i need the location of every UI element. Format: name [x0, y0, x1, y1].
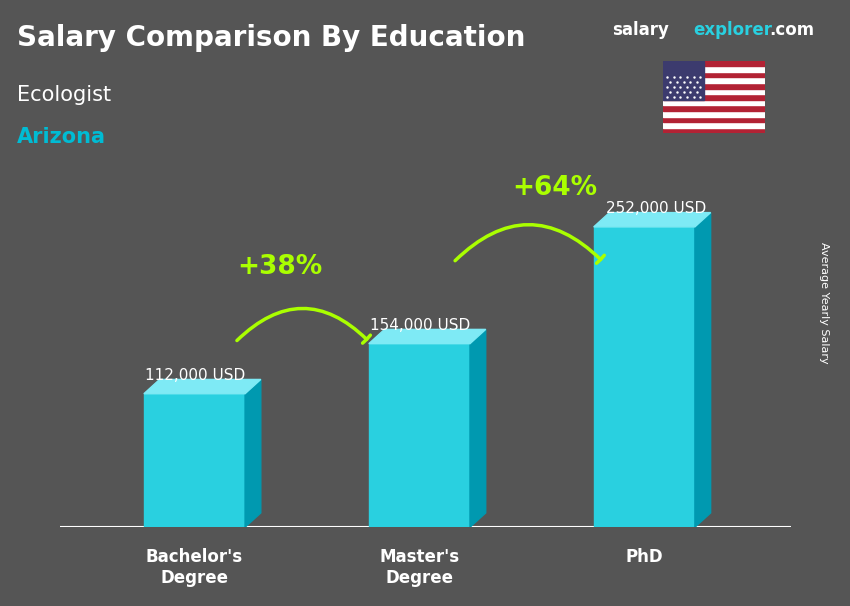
- Text: Arizona: Arizona: [17, 127, 106, 147]
- Bar: [663, 88, 765, 94]
- Bar: [663, 78, 765, 83]
- Bar: [369, 344, 470, 527]
- Text: Ecologist: Ecologist: [17, 85, 111, 105]
- Bar: [663, 100, 765, 105]
- Polygon shape: [369, 330, 485, 344]
- Text: 154,000 USD: 154,000 USD: [370, 318, 470, 333]
- Text: .com: .com: [769, 21, 814, 39]
- Bar: [663, 122, 765, 128]
- Bar: [663, 61, 704, 100]
- Bar: [663, 111, 765, 116]
- Polygon shape: [144, 379, 261, 394]
- Polygon shape: [470, 330, 485, 527]
- Bar: [593, 227, 695, 527]
- Text: +38%: +38%: [237, 255, 322, 281]
- Polygon shape: [695, 213, 711, 527]
- Bar: [663, 116, 765, 122]
- Bar: [663, 66, 765, 72]
- Bar: [663, 83, 765, 88]
- Text: 112,000 USD: 112,000 USD: [145, 368, 245, 383]
- Bar: [663, 94, 765, 100]
- Polygon shape: [593, 213, 711, 227]
- Bar: [663, 61, 765, 66]
- Text: +64%: +64%: [512, 175, 597, 201]
- Bar: [663, 128, 765, 133]
- Bar: [663, 105, 765, 111]
- Polygon shape: [245, 379, 261, 527]
- Bar: [663, 72, 765, 78]
- Text: Average Yearly Salary: Average Yearly Salary: [819, 242, 829, 364]
- Text: Salary Comparison By Education: Salary Comparison By Education: [17, 24, 525, 52]
- Text: 252,000 USD: 252,000 USD: [606, 201, 706, 216]
- Text: salary: salary: [612, 21, 669, 39]
- Bar: [144, 394, 245, 527]
- Text: explorer: explorer: [693, 21, 772, 39]
